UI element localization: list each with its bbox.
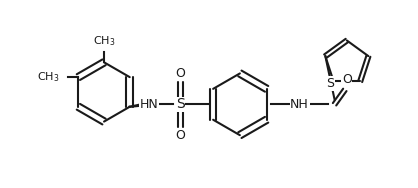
Text: O: O bbox=[175, 129, 185, 142]
Text: S: S bbox=[176, 97, 185, 111]
Text: O: O bbox=[175, 67, 185, 80]
Text: O: O bbox=[342, 73, 352, 86]
Text: S: S bbox=[326, 77, 334, 90]
Text: CH$_3$: CH$_3$ bbox=[93, 34, 115, 48]
Text: HN: HN bbox=[140, 98, 159, 111]
Text: NH: NH bbox=[290, 98, 309, 111]
Text: CH$_3$: CH$_3$ bbox=[37, 70, 60, 84]
